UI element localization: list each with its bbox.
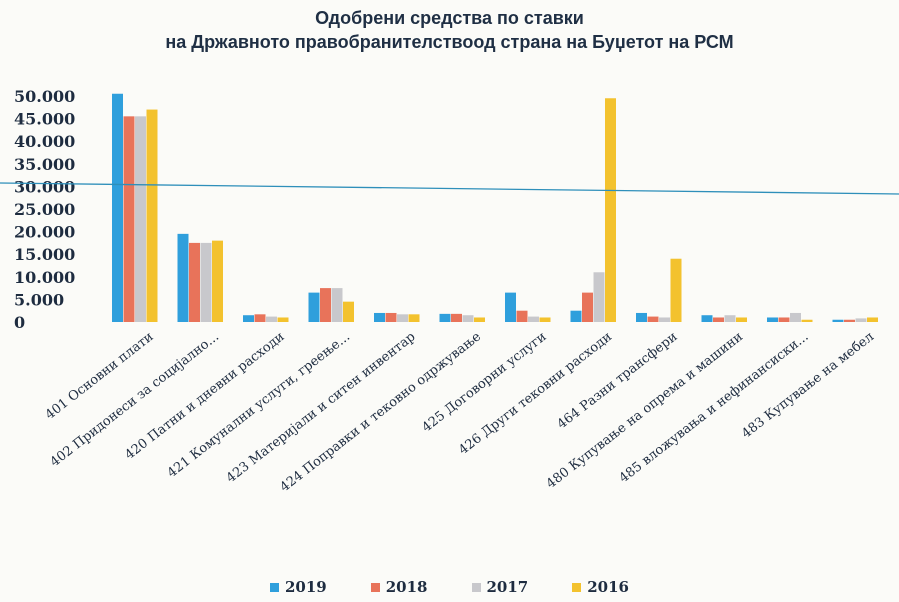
legend-label: 2016 (587, 578, 629, 596)
bar-2019 (570, 310, 582, 322)
bar-2019 (243, 315, 254, 322)
legend-item-2017: 2017 (471, 578, 529, 596)
bar-2018 (778, 317, 790, 322)
bar-2016 (408, 314, 420, 322)
bar-2018 (647, 316, 659, 322)
bar-2019 (374, 312, 385, 322)
bar-2016 (605, 98, 616, 322)
y-tick-label: 20.000 (14, 223, 75, 242)
reference-line (0, 182, 899, 195)
legend-swatch (572, 582, 582, 592)
x-tick-label: 483 Купување на мебел (739, 329, 877, 441)
x-tick-label: 464 Разни трансфери (555, 329, 681, 432)
y-tick-label: 5.000 (14, 290, 64, 309)
bar-2017 (266, 316, 277, 322)
bar-2018 (189, 242, 200, 322)
bar-2018 (451, 313, 462, 322)
bar-2017 (855, 318, 867, 322)
legend-item-2018: 2018 (370, 578, 428, 596)
bar-2016 (801, 319, 813, 322)
y-tick-label: 0 (14, 313, 25, 332)
x-tick-label: 401 Основни плати (43, 329, 157, 423)
bar-2016 (343, 301, 354, 322)
bar-2019 (636, 312, 647, 322)
bars (112, 93, 878, 323)
bar-2017 (462, 315, 474, 322)
legend-swatch (370, 582, 380, 592)
bar-2016 (277, 317, 289, 322)
bar-2019 (505, 292, 516, 322)
bar-2018 (123, 116, 135, 322)
y-tick-label: 15.000 (14, 245, 75, 264)
bar-2016 (146, 109, 158, 322)
bar-2016 (539, 317, 551, 322)
x-tick-label: 425 Договорни услуги (419, 329, 549, 435)
y-tick-label: 10.000 (14, 268, 75, 287)
bar-2018 (713, 317, 724, 322)
bar-2019 (112, 93, 123, 323)
y-tick-label: 35.000 (14, 155, 75, 174)
bar-2017 (790, 312, 801, 322)
bar-2017 (528, 316, 539, 322)
y-axis: 50.000 45.000 40.000 35.000 30.000 25.000 20.0… (14, 87, 75, 332)
bar-2018 (844, 319, 855, 322)
bar-2018 (320, 288, 331, 322)
y-tick-label: 50.000 (14, 87, 75, 106)
bar-2017 (724, 315, 736, 322)
bar-2018 (516, 310, 528, 322)
bar-2017 (659, 317, 670, 322)
bar-2019 (177, 233, 189, 322)
y-tick-label: 40.000 (14, 132, 75, 151)
bar-2017 (593, 272, 605, 322)
bar-2018 (254, 314, 266, 322)
bar-2016 (670, 258, 682, 322)
bar-2019 (767, 317, 778, 322)
legend-label: 2018 (385, 578, 428, 596)
chart-title-line-2: на Државното правобранителствоод страна … (165, 32, 734, 52)
bar-2017 (331, 288, 343, 322)
legend-item-2019: 2019 (270, 578, 327, 596)
legend-swatch (270, 582, 279, 592)
legend-label: 2017 (486, 578, 529, 596)
bar-2017 (135, 116, 146, 322)
bar-2019 (308, 292, 320, 322)
bar-2017 (397, 314, 408, 322)
bar-2019 (701, 315, 713, 322)
bar-2018 (385, 312, 397, 322)
bar-2016 (867, 317, 878, 322)
legend: 2019 2018 2017 2016 (0, 578, 899, 596)
bar-2019 (832, 319, 844, 322)
chart-title-line-1: Одобрени средства по ставки (315, 8, 584, 28)
bar-2018 (582, 292, 593, 322)
legend-swatch (471, 582, 481, 592)
legend-item-2016: 2016 (572, 578, 629, 596)
bar-2019 (439, 313, 451, 322)
y-tick-label: 25.000 (14, 200, 75, 219)
chart-title: Одобрени средства по ставки на Државното… (0, 6, 899, 54)
y-tick-label: 45.000 (14, 110, 75, 129)
bar-2016 (474, 317, 485, 322)
legend-label: 2019 (285, 578, 327, 596)
y-tick-label: 30.000 (14, 177, 75, 196)
bar-2017 (200, 242, 212, 322)
bar-2016 (212, 240, 223, 322)
bar-2016 (736, 317, 747, 322)
